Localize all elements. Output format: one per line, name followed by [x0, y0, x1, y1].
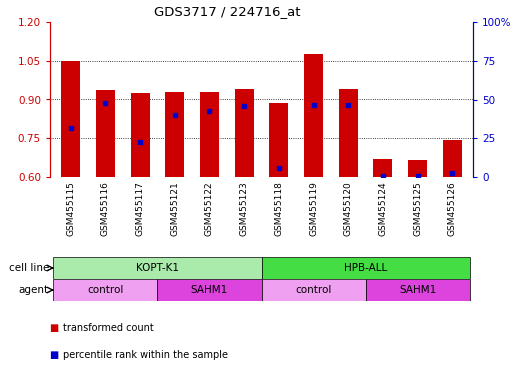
Bar: [366, 279, 470, 301]
Bar: [53, 279, 157, 301]
Title: GDS3717 / 224716_at: GDS3717 / 224716_at: [154, 5, 301, 18]
Text: SAHM1: SAHM1: [399, 285, 436, 295]
Text: control: control: [295, 285, 332, 295]
Bar: [235, 89, 254, 177]
Text: GSM455123: GSM455123: [240, 181, 248, 236]
Text: GSM455121: GSM455121: [170, 181, 179, 236]
Bar: [157, 279, 262, 301]
Text: cell line: cell line: [8, 263, 49, 273]
Text: GSM455118: GSM455118: [275, 181, 283, 236]
Text: GSM455117: GSM455117: [135, 181, 145, 236]
Bar: [262, 257, 470, 279]
Text: control: control: [87, 285, 123, 295]
Bar: [53, 257, 262, 279]
Text: ■: ■: [50, 350, 62, 360]
Text: ■: ■: [50, 323, 62, 333]
Bar: [269, 103, 288, 177]
Text: percentile rank within the sample: percentile rank within the sample: [63, 350, 228, 360]
Text: GSM455120: GSM455120: [344, 181, 353, 236]
Bar: [442, 139, 462, 177]
Text: GSM455116: GSM455116: [101, 181, 110, 236]
Text: SAHM1: SAHM1: [191, 285, 228, 295]
Bar: [200, 92, 219, 177]
Bar: [339, 89, 358, 177]
Bar: [61, 61, 81, 177]
Bar: [373, 159, 392, 177]
Text: KOPT-K1: KOPT-K1: [136, 263, 179, 273]
Text: GSM455119: GSM455119: [309, 181, 318, 236]
Bar: [408, 160, 427, 177]
Text: HPB-ALL: HPB-ALL: [344, 263, 387, 273]
Text: GSM455122: GSM455122: [205, 181, 214, 236]
Text: agent: agent: [19, 285, 49, 295]
Text: GSM455126: GSM455126: [448, 181, 457, 236]
Bar: [131, 93, 150, 177]
Bar: [304, 54, 323, 177]
Text: GSM455125: GSM455125: [413, 181, 422, 236]
Bar: [262, 279, 366, 301]
Text: GSM455115: GSM455115: [66, 181, 75, 236]
Bar: [96, 91, 115, 177]
Bar: [165, 92, 184, 177]
Text: transformed count: transformed count: [63, 323, 154, 333]
Text: GSM455124: GSM455124: [378, 181, 388, 236]
